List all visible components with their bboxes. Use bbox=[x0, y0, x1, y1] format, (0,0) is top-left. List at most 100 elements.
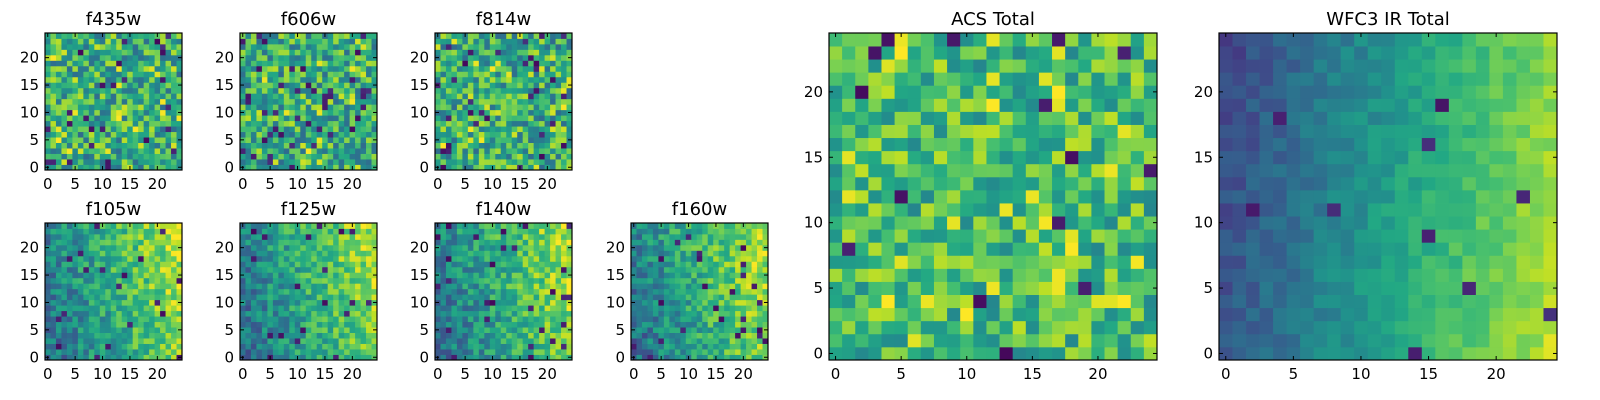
heatmap-cell bbox=[751, 294, 758, 301]
heatmap-cell bbox=[66, 87, 73, 94]
heatmap-cell bbox=[762, 338, 769, 344]
heatmap-cell bbox=[278, 60, 285, 67]
heatmap-cell bbox=[947, 203, 961, 217]
heatmap-cell bbox=[506, 244, 513, 251]
heatmap-cell bbox=[283, 233, 290, 240]
heatmap-cell bbox=[105, 310, 112, 317]
heatmap-cell bbox=[685, 327, 692, 333]
heatmap-cell bbox=[440, 338, 447, 344]
heatmap-cell bbox=[165, 349, 172, 355]
heatmap-cell bbox=[566, 305, 573, 312]
heatmap-cell bbox=[83, 104, 90, 111]
heatmap-cell bbox=[110, 153, 117, 160]
heatmap-cell bbox=[88, 266, 95, 273]
heatmap-cell bbox=[110, 76, 117, 83]
heatmap-cell bbox=[960, 333, 974, 348]
heatmap-cell bbox=[544, 294, 551, 301]
heatmap-cell bbox=[522, 153, 529, 160]
heatmap-cell bbox=[489, 233, 496, 240]
heatmap-cell bbox=[456, 115, 463, 122]
heatmap-cell bbox=[94, 310, 101, 317]
y-tick-label: 5 bbox=[224, 131, 234, 149]
heatmap-cell bbox=[746, 261, 752, 268]
heatmap-cell bbox=[338, 327, 345, 333]
heatmap-cell bbox=[50, 109, 57, 116]
heatmap-cell bbox=[435, 343, 441, 350]
heatmap-cell bbox=[154, 255, 161, 262]
heatmap-cell bbox=[517, 321, 524, 328]
heatmap-cell bbox=[110, 33, 117, 39]
heatmap-cell bbox=[366, 250, 372, 257]
heatmap-cell bbox=[171, 38, 177, 45]
heatmap-cell bbox=[947, 320, 961, 335]
heatmap-cell bbox=[344, 299, 350, 306]
heatmap-cell bbox=[110, 223, 117, 229]
heatmap-cell bbox=[105, 159, 112, 165]
heatmap-cell bbox=[478, 115, 485, 122]
heatmap-cell bbox=[61, 321, 68, 328]
heatmap-cell bbox=[77, 244, 84, 251]
heatmap-cell bbox=[762, 266, 769, 273]
heatmap-cell bbox=[691, 261, 698, 268]
heatmap-cell bbox=[322, 250, 329, 257]
heatmap-cell bbox=[566, 321, 573, 328]
heatmap-cell bbox=[550, 120, 556, 127]
heatmap-cell bbox=[539, 244, 545, 251]
heatmap-cell bbox=[127, 159, 134, 165]
heatmap-cell bbox=[495, 283, 502, 290]
heatmap-cell bbox=[456, 120, 463, 127]
heatmap-cell bbox=[355, 131, 361, 138]
heatmap-cell bbox=[272, 153, 279, 160]
heatmap-cell bbox=[83, 343, 90, 350]
heatmap-cell bbox=[663, 321, 670, 328]
heatmap-cell bbox=[327, 115, 334, 122]
heatmap-cell bbox=[66, 255, 73, 262]
heatmap-cell bbox=[316, 338, 323, 344]
heatmap-cell bbox=[300, 228, 307, 235]
heatmap-cell bbox=[338, 272, 345, 279]
heatmap-cell bbox=[121, 109, 128, 116]
heatmap-cell bbox=[528, 87, 535, 94]
heatmap-cell bbox=[489, 343, 496, 350]
heatmap-cell bbox=[283, 299, 290, 306]
heatmap-cell bbox=[550, 349, 556, 355]
heatmap-cell bbox=[456, 228, 463, 235]
heatmap-cell bbox=[294, 82, 301, 89]
heatmap-cell bbox=[495, 109, 502, 116]
heatmap-cell bbox=[561, 294, 567, 301]
heatmap-cell bbox=[333, 65, 340, 72]
heatmap-cell bbox=[544, 142, 551, 149]
heatmap-cell bbox=[344, 98, 350, 105]
heatmap-cell bbox=[658, 332, 665, 339]
heatmap-cell bbox=[105, 76, 112, 83]
heatmap-cell bbox=[250, 223, 257, 229]
heatmap-cell bbox=[77, 159, 84, 165]
heatmap-cell bbox=[171, 288, 177, 295]
heatmap-cell bbox=[344, 82, 350, 89]
heatmap-cell bbox=[445, 131, 452, 138]
heatmap-cell bbox=[83, 244, 90, 251]
heatmap-cell bbox=[171, 164, 177, 171]
heatmap-cell bbox=[338, 43, 345, 50]
heatmap-cell bbox=[171, 266, 177, 273]
heatmap-cell bbox=[240, 87, 246, 94]
heatmap-cell bbox=[66, 299, 73, 306]
heatmap-cell bbox=[680, 233, 687, 240]
heatmap-cell bbox=[165, 98, 172, 105]
heatmap-cell bbox=[462, 82, 469, 89]
heatmap-cell bbox=[674, 321, 681, 328]
heatmap-cell bbox=[456, 60, 463, 67]
heatmap-cell bbox=[316, 115, 323, 122]
heatmap-cell bbox=[77, 266, 84, 273]
heatmap-cell bbox=[165, 283, 172, 290]
heatmap-cell bbox=[116, 104, 123, 111]
heatmap-cell bbox=[478, 294, 485, 301]
heatmap-cell bbox=[322, 65, 329, 72]
heatmap-cell bbox=[707, 316, 714, 323]
heatmap-cell bbox=[322, 349, 329, 355]
heatmap-cell bbox=[724, 316, 731, 323]
heatmap-cell bbox=[94, 43, 101, 50]
heatmap-cell bbox=[88, 120, 95, 127]
heatmap-cell bbox=[478, 223, 485, 229]
heatmap-cell bbox=[757, 283, 763, 290]
